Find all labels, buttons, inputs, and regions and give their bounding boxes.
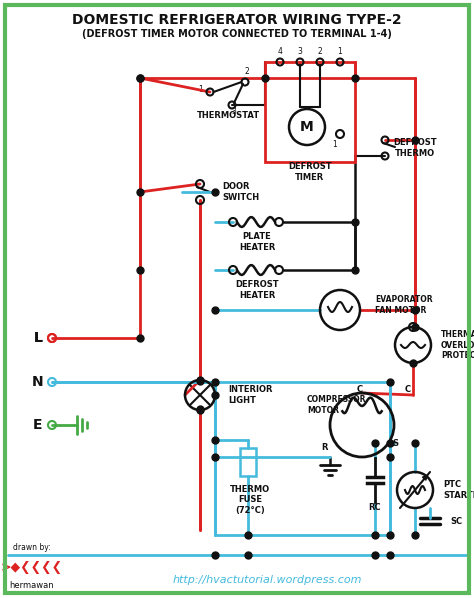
- Text: THERMO
FUSE
(72°C): THERMO FUSE (72°C): [230, 485, 270, 515]
- Text: THERMAL
OVERLOAD
PROTECTOR: THERMAL OVERLOAD PROTECTOR: [441, 330, 474, 360]
- Text: 1: 1: [337, 47, 342, 56]
- Text: drawn by:: drawn by:: [13, 544, 51, 553]
- Text: DEFROST
TIMER: DEFROST TIMER: [288, 162, 332, 182]
- Text: (DEFROST TIMER MOTOR CONNECTED TO TERMINAL 1-4): (DEFROST TIMER MOTOR CONNECTED TO TERMIN…: [82, 29, 392, 39]
- Text: SC: SC: [450, 517, 462, 526]
- Text: C: C: [357, 386, 363, 395]
- Text: PTC
STARTER: PTC STARTER: [443, 480, 474, 500]
- Text: 3: 3: [298, 47, 302, 56]
- Text: INTERIOR
LIGHT: INTERIOR LIGHT: [228, 385, 273, 405]
- Text: PLATE
HEATER: PLATE HEATER: [239, 232, 275, 252]
- Text: DOMESTIC REFRIGERATOR WIRING TYPE-2: DOMESTIC REFRIGERATOR WIRING TYPE-2: [72, 13, 402, 27]
- Text: C: C: [405, 386, 411, 395]
- Text: 3: 3: [232, 107, 237, 116]
- Bar: [240, 448, 256, 476]
- Text: E: E: [33, 418, 43, 432]
- Text: 2: 2: [245, 67, 249, 76]
- Text: COMPRESSOR
MOTOR: COMPRESSOR MOTOR: [307, 395, 366, 414]
- Text: 1: 1: [333, 140, 337, 149]
- Bar: [265, 62, 355, 162]
- Text: L: L: [34, 331, 43, 345]
- Text: DEFROST
HEATER: DEFROST HEATER: [235, 280, 279, 300]
- Text: S: S: [392, 438, 398, 447]
- Text: http://hvactutorial.wordpress.com: http://hvactutorial.wordpress.com: [172, 575, 362, 585]
- Text: N: N: [32, 375, 44, 389]
- Text: hermawan: hermawan: [9, 581, 55, 590]
- Text: 1: 1: [198, 85, 203, 94]
- Text: L: L: [34, 331, 43, 345]
- Text: THERMOSTAT: THERMOSTAT: [196, 111, 260, 120]
- Text: 2: 2: [318, 47, 322, 56]
- Text: DEFROST
THERMO: DEFROST THERMO: [393, 138, 437, 158]
- Text: R: R: [322, 443, 328, 451]
- Text: M: M: [300, 120, 314, 134]
- Text: >◆❮❮❮❮: >◆❮❮❮❮: [1, 562, 63, 575]
- Text: DOOR
SWITCH: DOOR SWITCH: [222, 182, 259, 202]
- Text: RC: RC: [369, 504, 381, 512]
- Text: 4: 4: [278, 47, 283, 56]
- Text: EVAPORATOR
FAN MOTOR: EVAPORATOR FAN MOTOR: [375, 295, 433, 315]
